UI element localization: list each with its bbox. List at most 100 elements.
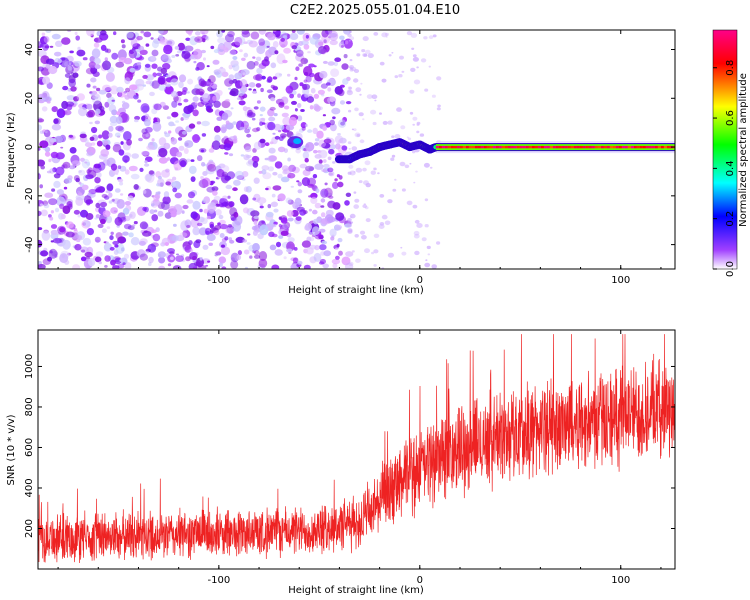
heatmap-cell [307, 129, 313, 133]
heatmap-cell [54, 207, 60, 213]
signal-line-core [555, 145, 559, 149]
signal-line-core [534, 145, 538, 149]
heatmap-cell [219, 224, 229, 230]
heatmap-cell [348, 148, 351, 150]
heatmap-cell [88, 167, 93, 172]
heatmap-cell [96, 140, 103, 147]
heatmap-cell [123, 57, 133, 65]
spectrogram-panel: -100 0 100 -40 -20 0 20 40 Height of straight … [6, 29, 749, 296]
signal-line-core [660, 145, 664, 149]
heatmap-cell [105, 190, 111, 194]
heatmap-cell [312, 174, 318, 179]
heatmap-cell [171, 111, 179, 118]
heatmap-cell [212, 95, 217, 102]
heatmap-cell [117, 212, 126, 222]
signal-line-core [627, 145, 631, 149]
heatmap-cell [429, 166, 433, 169]
heatmap-cell [278, 235, 284, 239]
top-y-ticks: -40 -20 0 20 40 [24, 43, 675, 253]
heatmap-cell [45, 63, 51, 69]
y-tick-label: 0 [24, 144, 35, 150]
heatmap-cell [158, 265, 166, 269]
heatmap-cell [101, 130, 110, 140]
heatmap-cell [44, 45, 50, 49]
heatmap-cell [109, 235, 114, 241]
heatmap-cell [236, 254, 242, 261]
heatmap-cell [46, 82, 53, 89]
heatmap-cell [139, 49, 148, 55]
heatmap-cell [321, 142, 331, 149]
top-x-axis-label: Height of straight line (km) [288, 285, 424, 296]
heatmap-cell [209, 224, 214, 229]
heatmap-cell [201, 177, 211, 187]
heatmap-cell [165, 181, 172, 186]
heatmap-cell [151, 40, 159, 49]
heatmap-cell [304, 124, 309, 127]
heatmap-cell [206, 186, 216, 193]
bottom-x-ticks: -100 0 100 [57, 330, 662, 586]
heatmap-cell [54, 135, 64, 144]
heatmap-cell [206, 65, 210, 68]
heatmap-cell [272, 86, 279, 91]
heatmap-cell [253, 177, 260, 184]
signal-line-core [471, 145, 475, 149]
heatmap-cell [269, 141, 274, 145]
heatmap-cell [258, 251, 268, 261]
heatmap-cell [243, 249, 250, 255]
y-tick-label: 400 [24, 478, 35, 497]
heatmap-cell [194, 36, 204, 43]
heatmap-cell [342, 78, 349, 85]
heatmap-cell [272, 171, 278, 176]
heatmap-cell [172, 187, 178, 193]
heatmap-cell [104, 265, 108, 268]
heatmap-cell [151, 203, 155, 207]
heatmap-cell [201, 199, 207, 204]
heatmap-cell [148, 170, 155, 175]
heatmap-cell [244, 146, 252, 153]
heatmap-cell [105, 72, 115, 82]
heatmap-cell [213, 49, 220, 54]
heatmap-cell [151, 63, 158, 69]
heatmap-cell [348, 261, 354, 266]
heatmap-cell [359, 230, 366, 235]
heatmap-cell [328, 171, 335, 177]
heatmap-cell [189, 55, 195, 60]
signal-line-core [456, 145, 460, 149]
heatmap-cell [205, 264, 209, 267]
heatmap-cell [328, 148, 335, 155]
snr-line [38, 334, 675, 564]
heatmap-cell [289, 93, 294, 99]
heatmap-cell [335, 143, 341, 150]
heatmap-cell [266, 45, 270, 48]
heatmap-cell [176, 50, 182, 54]
heatmap-cell [285, 197, 292, 204]
heatmap-cell [51, 106, 58, 113]
heatmap-cell [221, 244, 225, 248]
heatmap-cell [235, 80, 243, 89]
heatmap-cell [424, 262, 431, 268]
heatmap-cell [169, 235, 176, 241]
heatmap-cell [84, 161, 88, 164]
heatmap-cell [122, 231, 129, 236]
heatmap-cell [252, 90, 258, 94]
heatmap-cell [371, 94, 378, 99]
heatmap-cell [119, 259, 123, 262]
heatmap-cell [143, 31, 152, 38]
heatmap-cell [203, 57, 206, 61]
heatmap-cell [361, 49, 366, 53]
heatmap-cell [337, 133, 341, 136]
heatmap-cell [153, 117, 158, 123]
heatmap-cell [394, 134, 401, 139]
heatmap-cell [367, 53, 374, 59]
heatmap-cell [68, 78, 76, 88]
heatmap-cell [125, 87, 131, 93]
heatmap-cell [355, 87, 362, 93]
heatmap-cell [401, 70, 405, 73]
heatmap-cell [109, 246, 115, 251]
heatmap-cell [287, 172, 296, 179]
heatmap-cell [100, 218, 106, 225]
heatmap-cell [278, 224, 282, 228]
heatmap-cell [164, 242, 169, 246]
heatmap-cell [348, 109, 352, 113]
heatmap-cell [246, 60, 256, 70]
